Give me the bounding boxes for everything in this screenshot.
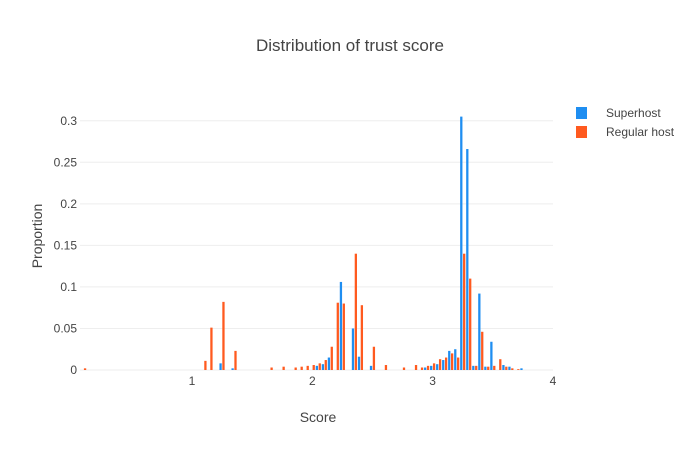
bar-regular-host[interactable]: [414, 365, 418, 370]
bar-superhost[interactable]: [424, 367, 427, 370]
bar-regular-host[interactable]: [270, 367, 273, 370]
legend-swatch: [576, 126, 587, 138]
bar-regular-host[interactable]: [360, 305, 364, 370]
bar-regular-host[interactable]: [300, 366, 303, 370]
bar-superhost[interactable]: [369, 365, 373, 370]
bar-regular-host[interactable]: [318, 363, 321, 370]
bar-superhost[interactable]: [502, 365, 505, 370]
bar-regular-host[interactable]: [324, 360, 327, 370]
bar-regular-host[interactable]: [420, 367, 424, 370]
legend-item-superhost[interactable]: Superhost: [576, 106, 661, 120]
bar-regular-host[interactable]: [457, 357, 460, 370]
bar-superhost[interactable]: [436, 364, 439, 370]
bar-regular-host[interactable]: [432, 363, 436, 370]
x-axis-ticks: 1 2 3 4: [189, 374, 557, 388]
bar-superhost[interactable]: [321, 364, 325, 370]
bars-layer: [83, 116, 523, 370]
bar-regular-host[interactable]: [402, 367, 406, 370]
y-axis-title: Proportion: [29, 204, 45, 269]
bar-regular-host[interactable]: [475, 365, 478, 370]
bar-regular-host[interactable]: [294, 367, 297, 370]
chart-title: Distribution of trust score: [256, 36, 444, 55]
legend[interactable]: Superhost Regular host: [576, 106, 675, 139]
x-tick-label: 3: [429, 374, 436, 388]
bar-superhost[interactable]: [430, 365, 433, 370]
y-tick-label: 0.1: [60, 280, 77, 294]
bar-superhost[interactable]: [357, 356, 361, 370]
bar-superhost[interactable]: [490, 341, 493, 370]
bar-regular-host[interactable]: [342, 303, 345, 370]
bar-superhost[interactable]: [520, 368, 523, 370]
y-tick-label: 0.15: [54, 238, 78, 252]
bar-regular-host[interactable]: [372, 346, 376, 370]
bar-superhost[interactable]: [351, 328, 355, 370]
bar-regular-host[interactable]: [204, 360, 207, 370]
bar-regular-host[interactable]: [505, 366, 508, 370]
y-tick-label: 0.3: [60, 114, 77, 128]
bar-regular-host[interactable]: [306, 365, 309, 370]
bar-regular-host[interactable]: [426, 365, 430, 370]
bar-superhost[interactable]: [484, 366, 487, 370]
bar-regular-host[interactable]: [469, 278, 472, 370]
bar-superhost[interactable]: [448, 350, 451, 370]
grid-layer: [80, 120, 553, 371]
y-tick-label: 0.2: [60, 197, 77, 211]
legend-item-regular-host[interactable]: Regular host: [576, 125, 675, 139]
bar-regular-host[interactable]: [444, 357, 448, 370]
x-tick-label: 4: [550, 374, 557, 388]
legend-label: Regular host: [606, 125, 675, 139]
bar-regular-host[interactable]: [499, 359, 502, 370]
legend-label: Superhost: [606, 106, 661, 120]
bar-regular-host[interactable]: [354, 253, 357, 370]
bar-regular-host[interactable]: [517, 369, 520, 370]
bar-superhost[interactable]: [442, 360, 445, 370]
bar-regular-host[interactable]: [487, 366, 490, 370]
legend-swatch: [576, 107, 587, 119]
bar-regular-host[interactable]: [282, 366, 285, 370]
bar-regular-host[interactable]: [336, 302, 339, 370]
bar-superhost[interactable]: [315, 365, 319, 370]
x-axis-title: Score: [300, 409, 337, 425]
bar-superhost[interactable]: [327, 357, 331, 370]
y-tick-label: 0.25: [54, 155, 78, 169]
bar-regular-host[interactable]: [222, 301, 225, 370]
x-tick-label: 2: [309, 374, 316, 388]
bar-regular-host[interactable]: [210, 327, 213, 370]
bar-regular-host[interactable]: [481, 331, 484, 370]
bar-superhost[interactable]: [472, 365, 475, 370]
bar-superhost[interactable]: [219, 363, 222, 370]
bar-superhost[interactable]: [466, 149, 469, 370]
bar-regular-host[interactable]: [493, 365, 496, 370]
y-axis-ticks: 0 0.05 0.1 0.15 0.2 0.25 0.3: [54, 114, 78, 377]
bar-regular-host[interactable]: [463, 253, 466, 370]
bar-superhost[interactable]: [508, 366, 511, 370]
bar-regular-host[interactable]: [511, 368, 514, 370]
bar-regular-host[interactable]: [450, 353, 454, 370]
bar-regular-host[interactable]: [438, 359, 442, 370]
bar-superhost[interactable]: [460, 116, 463, 370]
bar-superhost[interactable]: [231, 368, 234, 370]
bar-superhost[interactable]: [454, 349, 457, 370]
bar-superhost[interactable]: [339, 281, 343, 370]
bar-regular-host[interactable]: [312, 365, 315, 370]
y-tick-label: 0: [70, 363, 77, 377]
x-tick-label: 1: [189, 374, 196, 388]
y-tick-label: 0.05: [54, 321, 78, 335]
bar-regular-host[interactable]: [83, 368, 87, 370]
bar-regular-host[interactable]: [234, 350, 237, 370]
bar-regular-host[interactable]: [330, 346, 333, 370]
bar-regular-host[interactable]: [384, 365, 388, 370]
bar-superhost[interactable]: [478, 293, 481, 370]
